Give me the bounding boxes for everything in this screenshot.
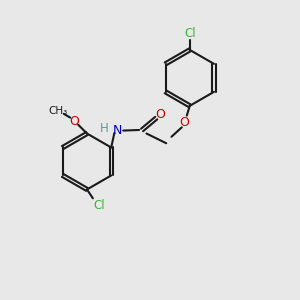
- Text: O: O: [155, 108, 165, 121]
- Text: H: H: [100, 122, 109, 135]
- Text: CH₃: CH₃: [49, 106, 68, 116]
- Text: O: O: [69, 115, 79, 128]
- Text: N: N: [113, 124, 123, 137]
- Text: O: O: [179, 116, 189, 128]
- Text: Cl: Cl: [94, 199, 105, 212]
- Text: Cl: Cl: [184, 27, 196, 40]
